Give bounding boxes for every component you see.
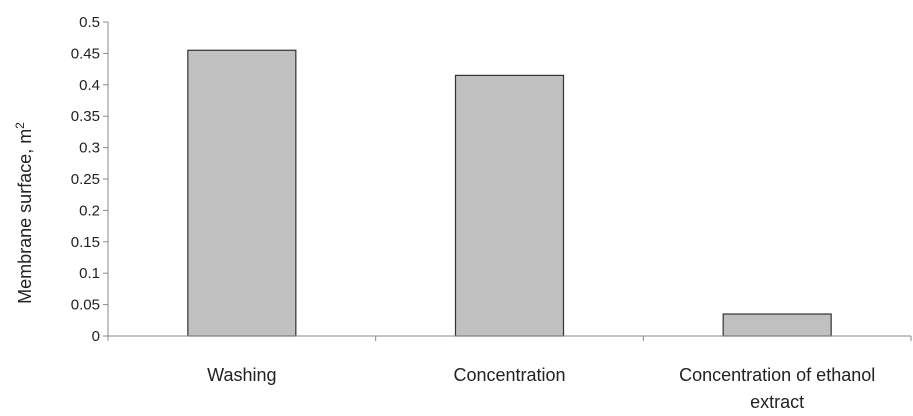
- y-tick-label: 0.5: [79, 14, 100, 31]
- svg-text:Membrane surface, m2: Membrane surface, m2: [13, 122, 35, 304]
- bar-washing: [187, 49, 297, 337]
- category-labels: Washing Concentration Concentration of eth…: [207, 365, 875, 412]
- y-tick-label: 0.2: [79, 202, 100, 219]
- y-tick-label: 0.45: [71, 45, 100, 62]
- y-tick-label: 0.4: [79, 77, 100, 94]
- y-tick-label: 0: [92, 328, 100, 345]
- y-axis-title-text: Membrane surface, m: [15, 129, 35, 304]
- bars: [187, 49, 832, 337]
- y-tick-label: 0.05: [71, 297, 100, 314]
- axes: [107, 22, 912, 341]
- y-tick-label: 0.15: [71, 234, 100, 251]
- category-label: Washing: [207, 365, 276, 385]
- y-axis-ticks: 0 0.05 0.1 0.15 0.2 0.25 0.3 0.35 0.4 0.45 0.5: [71, 14, 108, 345]
- y-axis-title: Membrane surface, m2: [13, 122, 35, 304]
- bar-concentration-of-ethanol-extract: [722, 313, 832, 337]
- y-tick-label: 0.25: [71, 171, 100, 188]
- category-label: Concentration of ethanol extract: [679, 365, 875, 412]
- y-axis-title-superscript: 2: [13, 122, 27, 129]
- category-label: Concentration: [453, 365, 565, 385]
- y-tick-label: 0.35: [71, 108, 100, 125]
- y-tick-label: 0.1: [79, 265, 100, 282]
- y-tick-label: 0.3: [79, 140, 100, 157]
- bar-concentration: [454, 74, 565, 337]
